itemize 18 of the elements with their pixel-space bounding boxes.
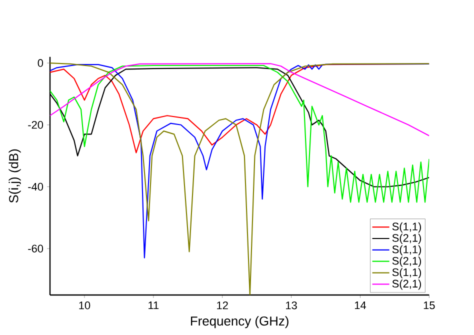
legend-label: S(1,1) <box>392 268 422 278</box>
legend-label: S(1,1) <box>392 245 422 256</box>
legend-label: S(2,1) <box>392 280 422 290</box>
y-tick-label: 0 <box>38 59 44 67</box>
x-tick-label: 11 <box>148 302 159 310</box>
legend-label: S(2,1) <box>392 256 422 267</box>
y-tick-label: -60 <box>28 244 44 252</box>
y-axis-title: S(i,j) (dB) <box>8 149 21 203</box>
y-tick-label: -20 <box>28 121 44 129</box>
x-tick-label: 12 <box>217 302 228 310</box>
legend-label: S(2,1) <box>392 234 422 244</box>
x-tick-label: 15 <box>424 302 435 310</box>
y-tick-label: -40 <box>28 182 44 191</box>
x-tick-label: 13 <box>286 302 297 310</box>
x-tick-label: 14 <box>354 302 366 310</box>
x-axis-title: Frequency (GHz) <box>190 316 288 328</box>
x-tick-label: 10 <box>79 302 90 310</box>
legend-label: S(1,1) <box>392 222 422 233</box>
